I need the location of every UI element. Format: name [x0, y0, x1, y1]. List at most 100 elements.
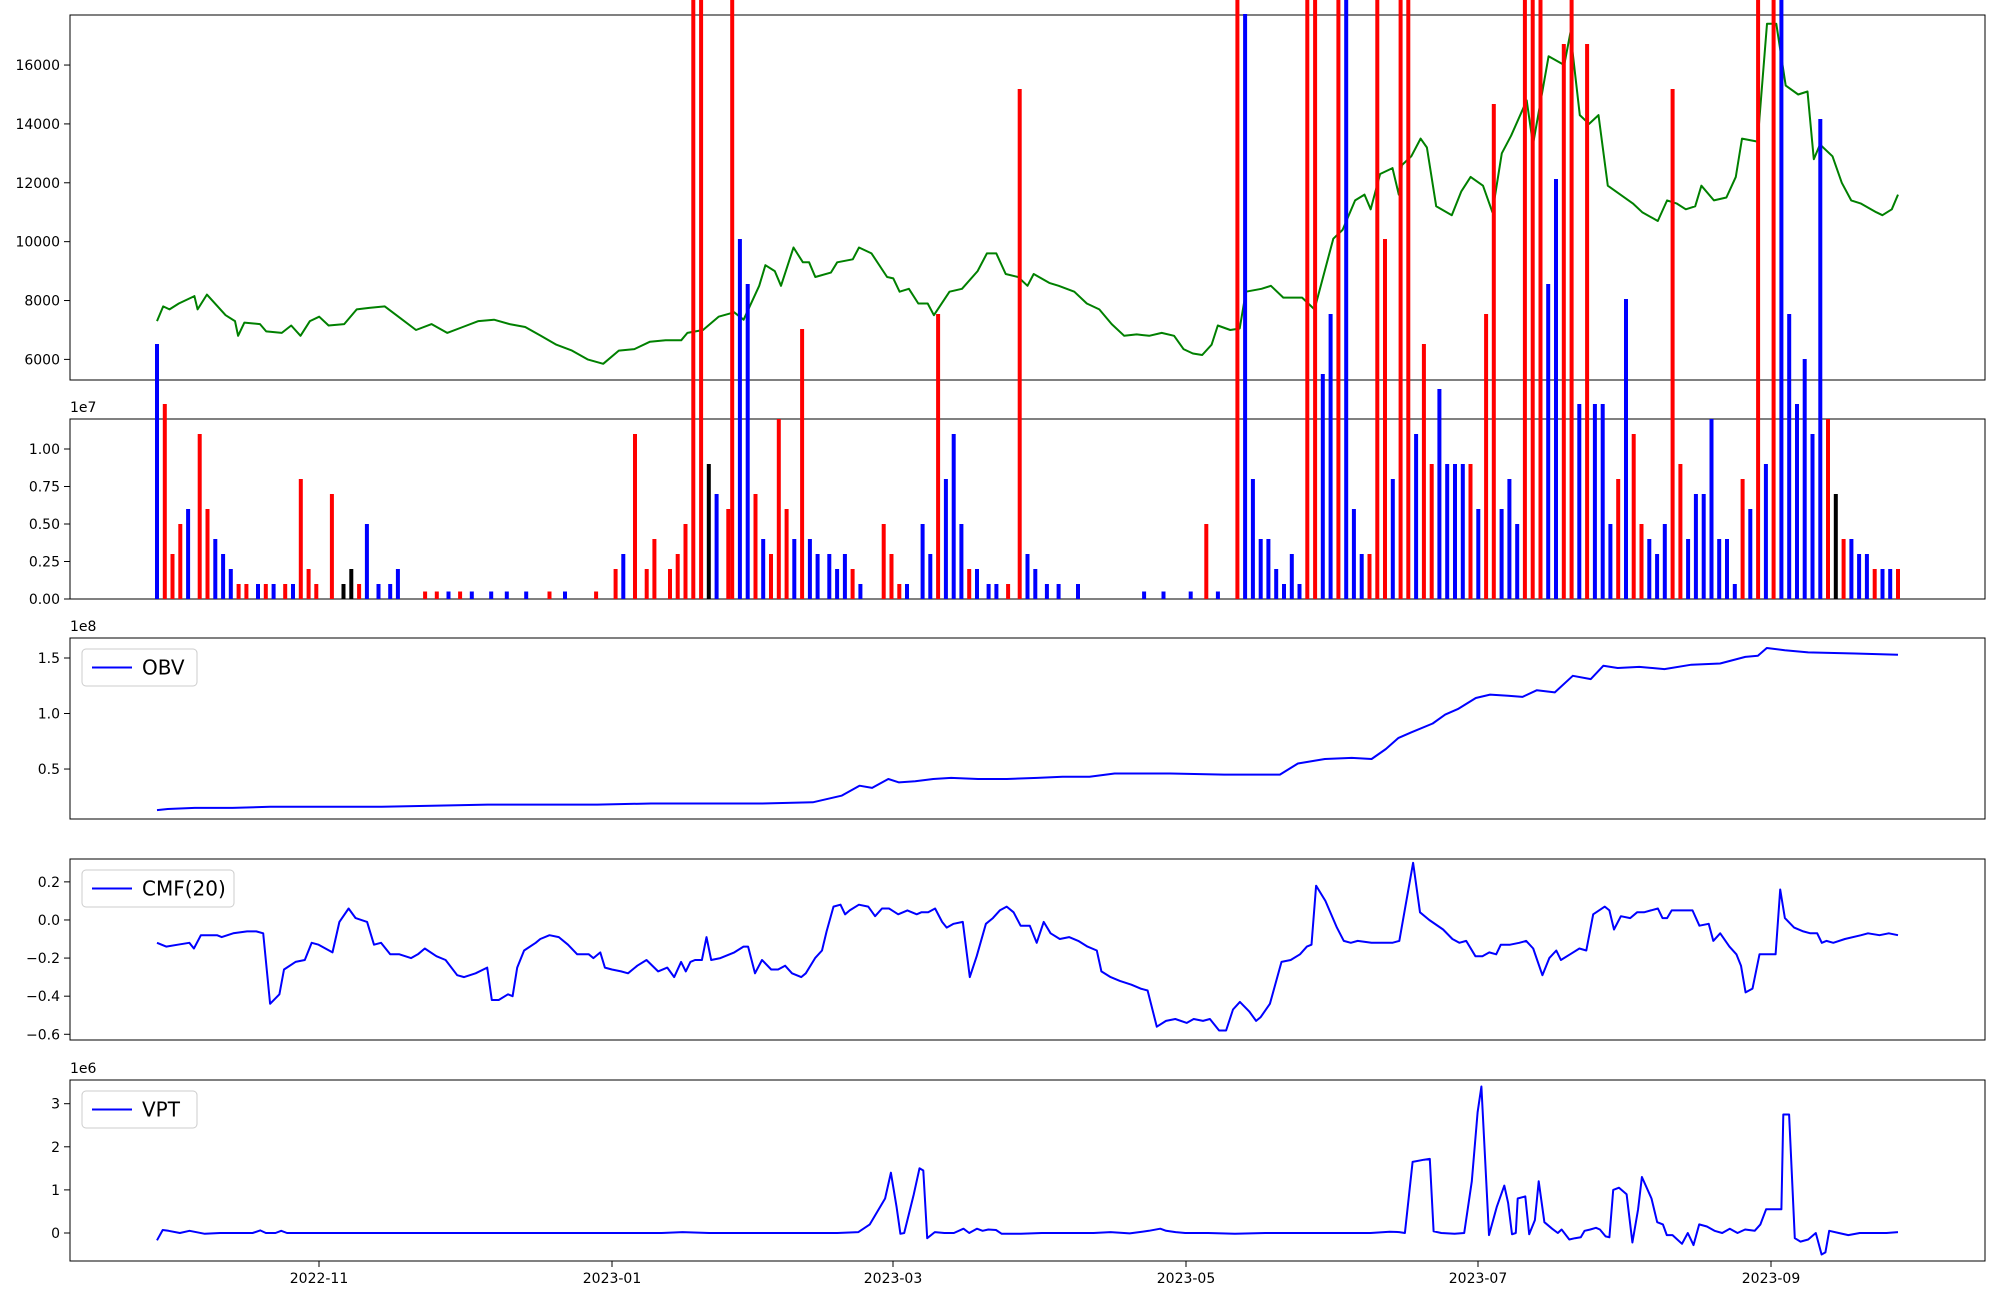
series-line: [156, 647, 1899, 812]
volume-bar: [652, 539, 657, 599]
volume-bar: [244, 584, 249, 599]
volume-bar: [1530, 0, 1535, 599]
volume-bar: [504, 591, 509, 599]
volume-bar: [1701, 494, 1706, 599]
vpt-panel: 0 1 2 3 1e6 VPT 2022-11 2023-01 2023-03 2023-05 20…: [51, 1061, 1986, 1287]
y-tick-label: 0.00: [29, 592, 60, 608]
volume-bar: [1006, 584, 1011, 599]
volume-bar: [349, 569, 354, 599]
y-tick-label: 1.0: [38, 707, 60, 723]
volume-bar: [291, 584, 295, 599]
volume-bar: [1624, 299, 1628, 599]
volume-bar: [792, 539, 797, 599]
volume-bar: [1460, 464, 1465, 599]
volume-bar: [1857, 554, 1862, 599]
y-tick-label: 12000: [15, 176, 60, 192]
volume-bar: [155, 344, 159, 599]
volume-bar: [1818, 119, 1823, 599]
volume-bar: [1320, 374, 1325, 599]
volume-bar: [1538, 0, 1543, 599]
volume-bar: [423, 591, 428, 599]
x-tick-label: 2023-03: [864, 1271, 923, 1287]
volume-bar: [197, 434, 202, 599]
y-tick-label: −0.6: [26, 1027, 60, 1043]
volume-bar: [1880, 569, 1885, 599]
y-tick-label: 0: [51, 1226, 60, 1242]
volume-bar: [967, 569, 972, 599]
plot-frame: [69, 14, 1986, 381]
volume-bar: [706, 464, 711, 599]
volume-bar: [469, 591, 474, 599]
series-line: [156, 861, 1899, 1032]
y-tick-label: 14000: [15, 117, 60, 133]
volume-bar: [1507, 479, 1512, 599]
volume-bar: [1274, 569, 1279, 599]
volume-bar: [737, 239, 742, 599]
volume-bar: [1250, 479, 1255, 599]
volume-bar: [850, 569, 855, 599]
volume-bar: [714, 494, 719, 599]
volume-bar: [1686, 539, 1691, 599]
y-tick-label: 0.25: [29, 555, 60, 571]
volume-bar: [1872, 569, 1877, 599]
y-tick-label: 1.5: [38, 651, 60, 667]
volume-bar: [1864, 554, 1869, 599]
volume-bar: [621, 554, 626, 599]
volume-bar: [1717, 539, 1722, 599]
volume-bar: [1639, 524, 1644, 599]
volume-bar: [1771, 0, 1776, 599]
volume-bar: [776, 419, 781, 599]
legend-label: VPT: [142, 1098, 181, 1122]
volume-bar: [1554, 179, 1558, 599]
volume-bar: [1678, 464, 1683, 599]
volume-bar: [1693, 494, 1698, 599]
volume-bar: [1429, 464, 1434, 599]
volume-bar: [668, 569, 672, 599]
volume-bar: [1367, 554, 1372, 599]
volume-bar: [1787, 314, 1792, 599]
y-tick-label: 1.00: [29, 442, 60, 458]
volume-bar: [800, 329, 805, 599]
volume-bar: [1142, 591, 1147, 599]
volume-bar: [458, 591, 463, 599]
y-tick-label: 2: [51, 1140, 60, 1156]
volume-bar: [1795, 404, 1799, 599]
volume-bar: [1033, 569, 1038, 599]
volume-bar: [1647, 539, 1652, 599]
volume-bar: [699, 0, 704, 599]
volume-bar: [1289, 554, 1294, 599]
volume-bar: [1655, 554, 1660, 599]
volume-bar: [1025, 554, 1030, 599]
volume-bar: [761, 539, 766, 599]
price-panel: 6000 8000 10000 12000 14000 16000: [15, 14, 1986, 381]
volume-bar: [726, 509, 731, 599]
volume-bar: [298, 479, 303, 599]
volume-bar: [364, 524, 369, 599]
y-tick-label: 10000: [15, 235, 60, 251]
volume-bar: [547, 591, 552, 599]
legend-box: [81, 869, 235, 908]
volume-bar: [395, 569, 400, 599]
y-tick-label: 0.75: [29, 480, 60, 496]
volume-bar: [1313, 0, 1318, 599]
volume-bar: [1896, 569, 1900, 599]
volume-bar: [1515, 524, 1520, 599]
volume-bar: [1802, 359, 1807, 599]
volume-bar: [1204, 524, 1209, 599]
volume-bar: [329, 494, 334, 599]
volume-bar: [1453, 464, 1457, 599]
volume-bar: [213, 539, 218, 599]
x-tick-label: 2023-05: [1157, 1271, 1216, 1287]
volume-bar: [1569, 0, 1574, 599]
y-tick-label: 0.5: [38, 762, 60, 778]
volume-bar: [341, 584, 346, 599]
y-tick-label: −0.2: [26, 951, 60, 967]
volume-bar: [827, 554, 832, 599]
volume-bar: [1235, 0, 1240, 599]
x-tick-label: 2022-11: [290, 1271, 349, 1287]
volume-bar: [1662, 524, 1667, 599]
volume-bar: [784, 509, 789, 599]
volume-bar: [1383, 239, 1387, 599]
volume-bar: [842, 554, 847, 599]
